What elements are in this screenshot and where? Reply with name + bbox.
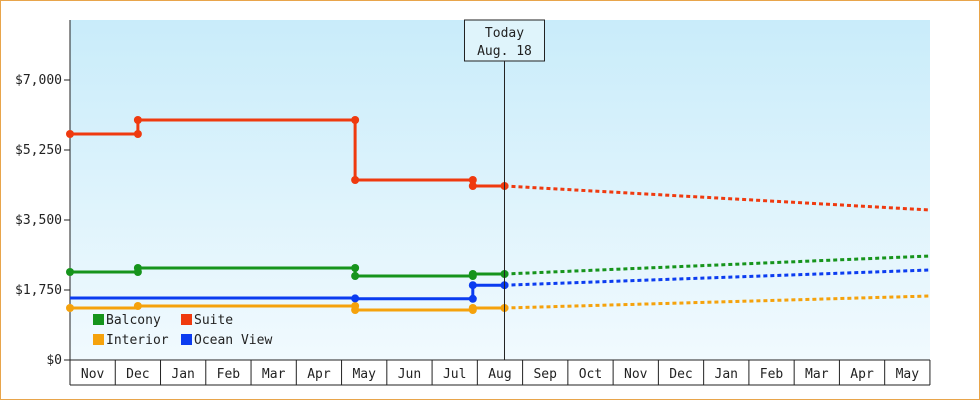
- legend-swatch-balcony: [93, 314, 104, 325]
- y-tick-label: $3,500: [15, 213, 62, 228]
- x-tick-label: Aug: [488, 367, 511, 382]
- forecast-line-interior: [504, 294, 930, 310]
- x-tick-label: May: [896, 367, 920, 382]
- data-point-ocean-view: [468, 294, 477, 303]
- today-date-label: Aug. 18: [477, 44, 532, 59]
- data-point-ocean-view: [468, 281, 477, 290]
- x-tick-label: Jun: [398, 367, 421, 382]
- legend-swatch-interior: [93, 334, 104, 345]
- x-tick-label: Nov: [81, 367, 105, 382]
- data-point-suite: [468, 182, 477, 190]
- y-tick-label: $7,000: [15, 73, 62, 88]
- x-tick-label: Dec: [126, 367, 149, 382]
- data-point-balcony: [351, 272, 360, 280]
- x-tick-label: May: [352, 367, 376, 382]
- data-point-balcony: [133, 264, 142, 272]
- data-point-suite: [133, 116, 142, 124]
- forecast-line-suite: [504, 184, 930, 212]
- data-point-suite: [66, 130, 74, 138]
- legend-label-suite: Suite: [194, 313, 233, 328]
- forecast-line-ocean-view: [504, 268, 930, 287]
- legend-swatch-suite: [181, 314, 192, 325]
- x-tick-label: Feb: [217, 367, 241, 382]
- x-tick-label: Jan: [715, 367, 738, 382]
- x-tick-label: Jan: [171, 367, 194, 382]
- forecast-line-balcony: [504, 254, 930, 276]
- y-tick-label: $5,250: [15, 143, 62, 158]
- data-point-balcony: [66, 268, 74, 276]
- data-point-interior: [133, 302, 142, 310]
- x-tick-label: Mar: [262, 367, 286, 382]
- legend-label-balcony: Balcony: [106, 313, 161, 328]
- data-point-interior: [66, 304, 74, 312]
- plot-background: [70, 20, 930, 360]
- data-point-suite: [351, 176, 360, 184]
- data-point-suite: [468, 176, 477, 184]
- x-tick-label: Dec: [669, 367, 692, 382]
- x-tick-label: Jul: [443, 367, 466, 382]
- legend-label-interior: Interior: [106, 333, 169, 348]
- data-point-balcony: [468, 270, 477, 278]
- x-tick-label: Mar: [805, 367, 829, 382]
- today-box: [463, 19, 545, 62]
- x-tick-label: Apr: [307, 367, 331, 382]
- data-point-ocean-view: [351, 294, 360, 303]
- legend-swatch-ocean-view: [181, 334, 192, 345]
- y-tick-label: $1,750: [15, 283, 62, 298]
- data-point-interior: [351, 306, 360, 314]
- x-tick-label: Feb: [760, 367, 784, 382]
- data-point-suite: [133, 130, 142, 138]
- data-point-suite: [351, 116, 360, 124]
- legend-label-ocean-view: Ocean View: [194, 333, 272, 348]
- today-label: Today: [485, 26, 524, 41]
- y-tick-label: $0: [46, 353, 62, 368]
- data-point-interior: [468, 304, 477, 312]
- x-tick-label: Apr: [850, 367, 874, 382]
- series-line-ocean-view: [70, 283, 505, 301]
- data-point-balcony: [351, 264, 360, 272]
- x-tick-label: Oct: [579, 367, 602, 382]
- x-tick-label: Nov: [624, 367, 648, 382]
- x-tick-label: Sep: [533, 367, 557, 382]
